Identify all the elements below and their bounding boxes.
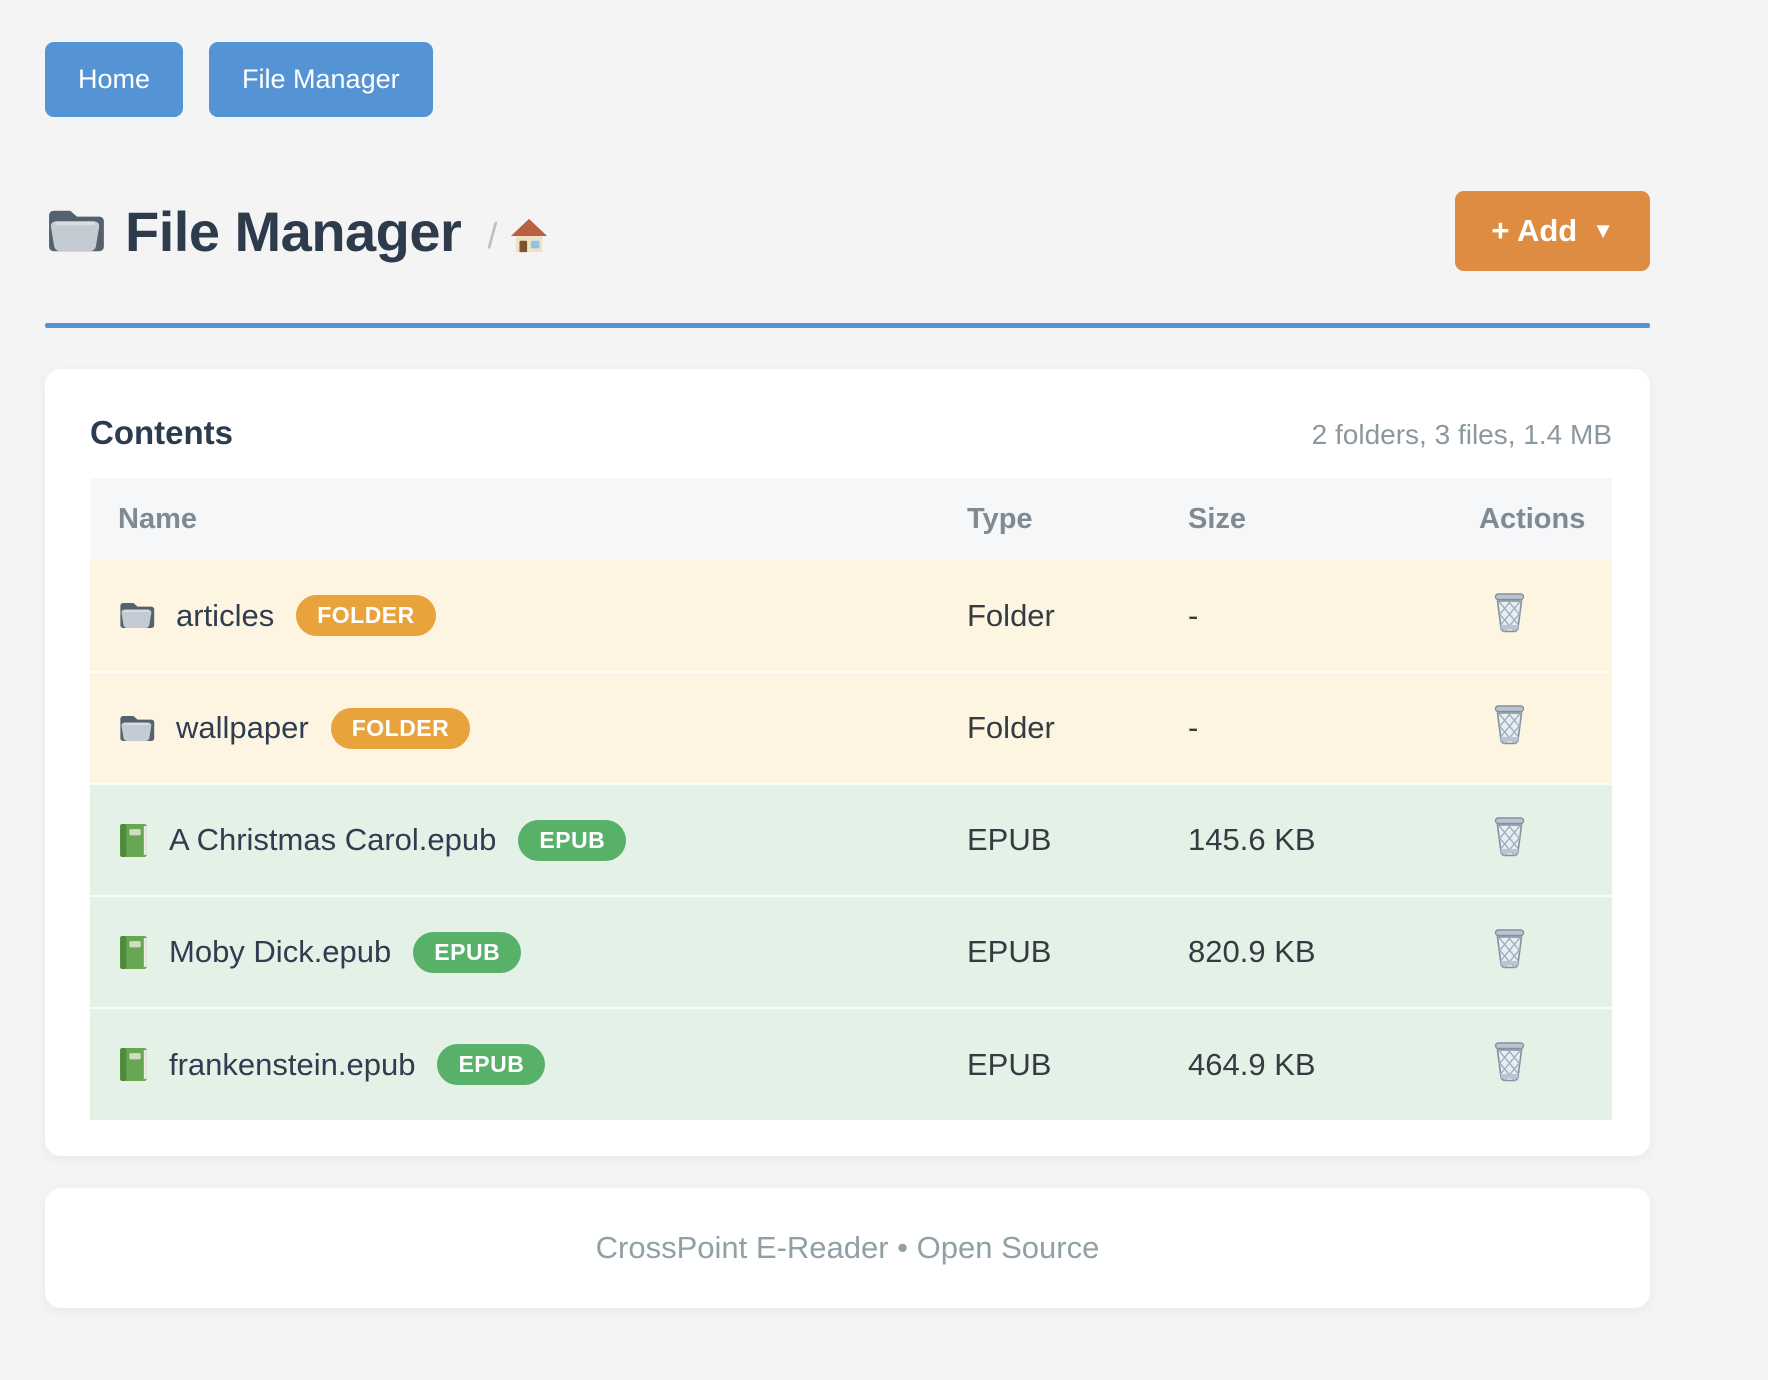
book-icon	[118, 823, 149, 858]
breadcrumb: /	[487, 215, 549, 257]
file-name[interactable]: A Christmas Carol.epub	[169, 822, 497, 857]
trash-icon	[1491, 703, 1528, 745]
epub-badge: EPUB	[413, 931, 522, 973]
table-row-christmas-carol[interactable]: A Christmas Carol.epub EPUB EPUB 145.6 K…	[90, 783, 1612, 896]
contents-title: Contents	[90, 414, 233, 451]
column-header-actions: Actions	[1479, 478, 1612, 560]
epub-badge: EPUB	[437, 1044, 546, 1085]
header-divider	[45, 323, 1650, 328]
column-header-name: Name	[90, 478, 967, 560]
trash-icon	[1491, 815, 1528, 857]
file-size: 820.9 KB	[1188, 895, 1479, 1008]
table-row-frankenstein[interactable]: frankenstein.epub EPUB EPUB 464.9 KB	[90, 1007, 1612, 1120]
file-type: Folder	[967, 671, 1188, 784]
file-type: EPUB	[967, 783, 1188, 896]
file-type: EPUB	[967, 1007, 1188, 1120]
file-table: Name Type Size Actions articles FOLDER F…	[90, 478, 1612, 1120]
file-name[interactable]: Moby Dick.epub	[169, 934, 392, 969]
contents-summary: 2 folders, 3 files, 1.4 MB	[1311, 419, 1612, 450]
file-name[interactable]: wallpaper	[176, 710, 309, 745]
delete-button[interactable]	[1491, 703, 1528, 745]
footer-text: CrossPoint E-Reader • Open Source	[595, 1230, 1100, 1265]
epub-badge: EPUB	[518, 819, 627, 861]
home-button[interactable]: Home	[45, 42, 184, 117]
caret-down-icon: ▼	[1592, 218, 1614, 243]
file-size: 145.6 KB	[1188, 783, 1479, 896]
top-nav: Home File Manager	[45, 42, 1650, 117]
breadcrumb-separator: /	[487, 215, 498, 256]
delete-button[interactable]	[1491, 927, 1528, 969]
folder-icon	[45, 206, 107, 256]
trash-icon	[1491, 1040, 1528, 1082]
delete-button[interactable]	[1491, 1040, 1528, 1082]
page-title: File Manager	[125, 199, 462, 263]
file-name[interactable]: articles	[176, 597, 275, 633]
table-row-wallpaper[interactable]: wallpaper FOLDER Folder -	[90, 671, 1612, 784]
column-header-type: Type	[967, 478, 1188, 560]
book-icon	[118, 1047, 149, 1082]
contents-card: Contents 2 folders, 3 files, 1.4 MB Name…	[45, 369, 1650, 1156]
file-size: 464.9 KB	[1188, 1007, 1479, 1120]
table-header-row: Name Type Size Actions	[90, 478, 1612, 560]
trash-icon	[1491, 591, 1528, 633]
delete-button[interactable]	[1491, 815, 1528, 857]
page-header: File Manager / + Add ▼	[45, 191, 1650, 271]
add-button-label: + Add	[1491, 213, 1578, 248]
file-type: Folder	[967, 560, 1188, 672]
column-header-size: Size	[1188, 478, 1479, 560]
file-type: EPUB	[967, 895, 1188, 1008]
table-row-moby-dick[interactable]: Moby Dick.epub EPUB EPUB 820.9 KB	[90, 895, 1612, 1008]
house-icon[interactable]	[509, 217, 549, 255]
folder-icon	[118, 713, 156, 744]
page: Home File Manager File Manager / + Add ▼…	[45, 0, 1650, 1308]
trash-icon	[1491, 927, 1528, 969]
folder-icon	[118, 600, 156, 631]
delete-button[interactable]	[1491, 591, 1528, 633]
footer: CrossPoint E-Reader • Open Source	[45, 1188, 1650, 1308]
folder-badge: FOLDER	[330, 707, 471, 749]
add-button[interactable]: + Add ▼	[1455, 191, 1650, 271]
table-row-articles[interactable]: articles FOLDER Folder -	[90, 560, 1612, 672]
file-manager-button[interactable]: File Manager	[209, 42, 433, 117]
book-icon	[118, 935, 149, 970]
file-name[interactable]: frankenstein.epub	[169, 1046, 416, 1082]
file-size: -	[1188, 671, 1479, 784]
folder-badge: FOLDER	[296, 595, 436, 636]
file-size: -	[1188, 560, 1479, 672]
